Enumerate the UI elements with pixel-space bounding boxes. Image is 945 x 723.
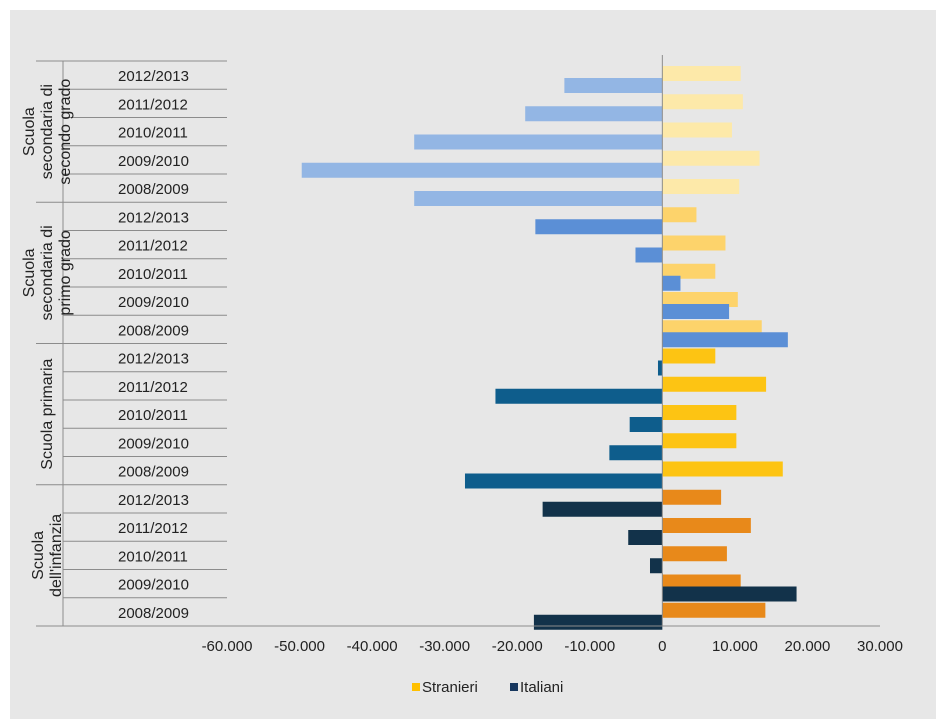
- group-label: Scuola: [21, 107, 38, 156]
- tick-label-year: 2011/2012: [118, 520, 188, 537]
- bar-stranieri: [662, 348, 716, 364]
- tick-label-year: 2008/2009: [118, 322, 189, 339]
- tick-label-x: -60.000: [202, 638, 253, 655]
- tick-label-x: 0: [658, 638, 666, 655]
- tick-label-x: 10.000: [712, 638, 758, 655]
- bar-italiani: [301, 162, 663, 178]
- bar-italiani: [414, 134, 663, 150]
- tick-label-x: 20.000: [784, 638, 830, 655]
- bar-stranieri: [662, 602, 766, 618]
- bar-stranieri: [662, 461, 783, 477]
- bar-italiani: [662, 275, 681, 291]
- bar-italiani: [535, 219, 663, 235]
- group-label: Scuola: [21, 248, 38, 297]
- bar-italiani: [635, 247, 663, 263]
- bar-stranieri: [662, 122, 732, 138]
- bar-stranieri: [662, 207, 697, 223]
- bar-stranieri: [662, 94, 743, 110]
- bar-italiani: [662, 332, 788, 348]
- bar-italiani: [649, 558, 663, 574]
- tick-label-year: 2008/2009: [118, 605, 189, 622]
- bar-italiani: [464, 473, 663, 489]
- tick-label-year: 2010/2011: [118, 407, 188, 424]
- tick-label-year: 2008/2009: [118, 464, 189, 481]
- bar-italiani: [414, 191, 663, 206]
- bar-italiani: [533, 614, 663, 630]
- group-label: secondaria di: [39, 225, 56, 320]
- bar-stranieri: [662, 433, 737, 449]
- bar-stranieri: [662, 320, 762, 336]
- bar-stranieri: [662, 263, 716, 279]
- legend-label: Stranieri: [422, 679, 478, 696]
- bar-italiani: [525, 106, 663, 122]
- bar-stranieri: [662, 179, 740, 194]
- tick-label-year: 2012/2013: [118, 209, 189, 226]
- tick-label-year: 2009/2010: [118, 435, 189, 452]
- tick-label-x: -40.000: [347, 638, 398, 655]
- legend-swatch: [510, 683, 518, 691]
- bar-stranieri: [662, 405, 737, 420]
- tick-label-year: 2011/2012: [118, 238, 188, 255]
- tick-label-year: 2008/2009: [118, 181, 189, 198]
- tick-label-year: 2011/2012: [118, 96, 188, 113]
- tick-label-year: 2010/2011: [118, 266, 188, 283]
- legend-swatch: [412, 683, 420, 691]
- tick-label-x: -30.000: [419, 638, 470, 655]
- tick-label-year: 2009/2010: [118, 577, 189, 594]
- bar-italiani: [629, 417, 663, 432]
- tick-label-year: 2012/2013: [118, 492, 189, 509]
- tick-label-x: 30.000: [857, 638, 903, 655]
- tick-label-year: 2010/2011: [118, 125, 188, 142]
- bar-stranieri: [662, 66, 741, 81]
- bar-stranieri: [662, 376, 767, 392]
- bar-stranieri: [662, 546, 727, 562]
- bar-italiani: [542, 501, 663, 517]
- tick-label-year: 2010/2011: [118, 548, 188, 565]
- bar-italiani: [564, 78, 663, 93]
- tick-label-x: -50.000: [274, 638, 325, 655]
- bar-italiani: [495, 388, 663, 404]
- bar-stranieri: [662, 235, 726, 251]
- group-label: Scuola primaria: [39, 358, 56, 469]
- bar-stranieri: [662, 574, 741, 590]
- group-label: dell'infanzia: [48, 514, 65, 597]
- bar-stranieri: [662, 150, 760, 166]
- legend-label: Italiani: [520, 679, 563, 696]
- tick-label-year: 2012/2013: [118, 68, 189, 85]
- bar-stranieri: [662, 292, 738, 307]
- bar-italiani: [657, 360, 663, 376]
- group-label: secondaria di: [39, 84, 56, 179]
- tick-label-x: -20.000: [492, 638, 543, 655]
- group-label: secondo grado: [57, 79, 74, 185]
- group-label: primo grado: [57, 230, 74, 315]
- tick-label-year: 2012/2013: [118, 351, 189, 368]
- tick-label-year: 2011/2012: [118, 379, 188, 396]
- bar-stranieri: [662, 489, 722, 505]
- bar-stranieri: [662, 518, 751, 533]
- group-label: Scuola: [30, 531, 47, 580]
- bar-italiani: [662, 586, 797, 602]
- tick-label-x: -10.000: [564, 638, 615, 655]
- tick-label-year: 2009/2010: [118, 294, 189, 311]
- tick-label-year: 2009/2010: [118, 153, 189, 170]
- bar-italiani: [609, 445, 663, 461]
- bar-italiani: [628, 530, 663, 545]
- bar-italiani: [662, 304, 730, 319]
